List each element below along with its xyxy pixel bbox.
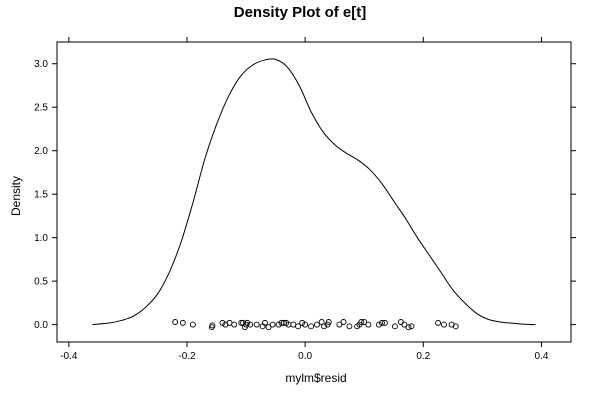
- x-tick-label: 0.0: [298, 351, 312, 362]
- rug-point: [247, 321, 254, 328]
- x-tick-label: -0.2: [178, 351, 196, 362]
- x-tick-label: 0.4: [535, 351, 549, 362]
- rug-point: [209, 322, 216, 329]
- y-tick-label: 0.5: [34, 277, 48, 288]
- rug-point: [401, 321, 408, 328]
- rug-point: [408, 323, 415, 330]
- rug-point: [435, 319, 442, 326]
- x-axis-label: mylm$resid: [285, 371, 346, 385]
- rug-points: [172, 319, 459, 331]
- rug-point: [226, 319, 233, 326]
- rug-point: [361, 319, 368, 325]
- rug-point: [397, 319, 404, 325]
- plot-frame: [56, 41, 572, 343]
- rug-point: [219, 319, 226, 326]
- y-tick-label: 3.0: [34, 59, 48, 70]
- rug-point: [231, 321, 238, 328]
- y-axis-label: Density: [9, 176, 23, 216]
- rug-point: [295, 323, 301, 330]
- rug-point: [269, 321, 276, 328]
- rug-point: [244, 319, 251, 326]
- rug-point: [179, 319, 186, 326]
- rug-point: [365, 321, 372, 328]
- density-curve: [92, 58, 536, 326]
- rug-point: [405, 324, 412, 331]
- rug-point: [302, 321, 309, 328]
- chart-title: Density Plot of e[t]: [234, 4, 367, 21]
- rug-point: [299, 319, 306, 326]
- rug-point: [452, 323, 459, 330]
- y-tick-label: 1.0: [34, 233, 48, 244]
- rug-point: [318, 319, 325, 325]
- rug-point: [275, 321, 282, 328]
- y-tick-label: 1.5: [34, 190, 48, 201]
- rug-point: [376, 321, 382, 328]
- rug-point: [262, 319, 268, 326]
- rug-point: [325, 319, 332, 325]
- rug-point: [381, 319, 388, 326]
- rug-point: [441, 321, 447, 328]
- x-axis: -0.4 -0.2 0.0 0.2 0.4: [60, 37, 549, 362]
- rug-point: [358, 319, 365, 325]
- rug-point: [340, 319, 347, 325]
- y-axis: 0.0 0.5 1.0 1.5 2.0 2.5 3.0: [34, 59, 576, 331]
- rug-point: [265, 324, 272, 331]
- y-tick-label: 0.0: [34, 320, 48, 331]
- rug-point: [290, 321, 297, 328]
- rug-point: [391, 323, 398, 330]
- rug-point: [253, 321, 260, 328]
- y-tick-label: 2.0: [34, 146, 48, 157]
- x-tick-label: 0.2: [416, 351, 430, 362]
- rug-point: [172, 319, 179, 325]
- rug-point: [308, 323, 314, 330]
- x-tick-label: -0.4: [60, 351, 78, 362]
- rug-point: [321, 323, 327, 330]
- rug-point: [346, 323, 353, 330]
- rug-point: [336, 321, 343, 328]
- rug-point: [378, 319, 385, 326]
- rug-point: [189, 321, 196, 328]
- y-tick-label: 2.5: [34, 103, 48, 114]
- rug-point: [314, 321, 320, 328]
